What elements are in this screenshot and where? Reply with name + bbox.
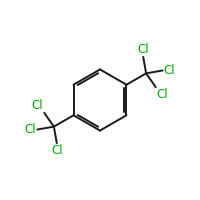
- Text: Cl: Cl: [157, 88, 168, 101]
- Text: Cl: Cl: [51, 144, 63, 157]
- Text: Cl: Cl: [32, 99, 43, 112]
- Text: Cl: Cl: [25, 123, 36, 136]
- Text: Cl: Cl: [164, 64, 175, 77]
- Text: Cl: Cl: [137, 43, 149, 56]
